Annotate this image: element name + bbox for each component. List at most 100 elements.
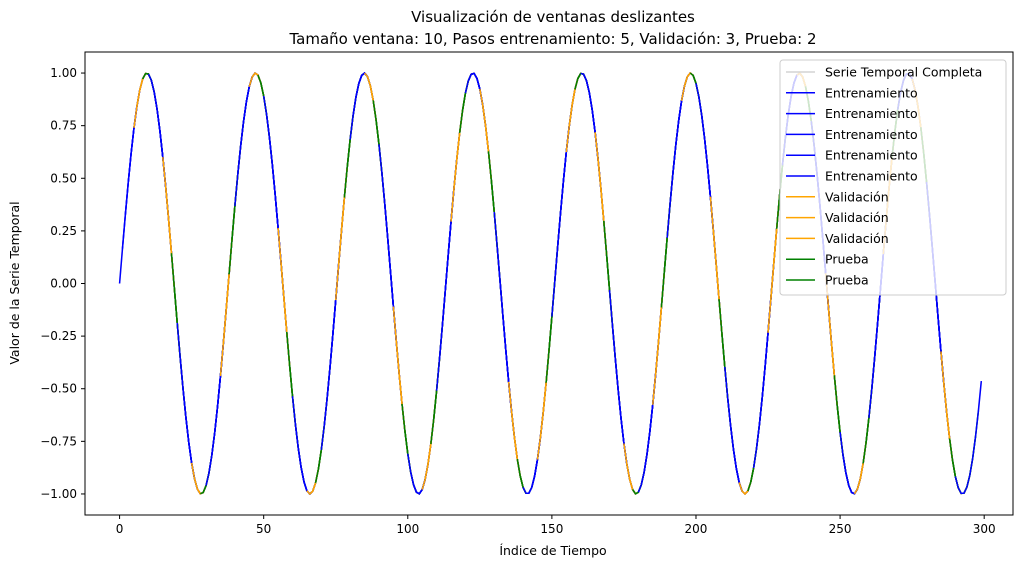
y-axis-ticks: −1.00 −0.75 −0.50 −0.25 0.00 0.25 0.50 0.75 1.00 [40,66,85,501]
window-segment-entrenamiento [416,325,444,495]
legend-label: Entrenamiento [825,127,918,142]
window-segment-prueba [660,76,689,308]
x-tick-label: 300 [973,522,996,536]
window-segment-entrenamiento [176,322,204,495]
window-segment-entrenamiento [182,388,210,495]
x-tick-label: 50 [256,522,271,536]
y-tick-label: 0.00 [50,277,77,291]
window-segment-entrenamiento [611,324,639,495]
window-segment-prueba [718,299,746,495]
window-segment-entrenamiento [551,78,579,317]
window-segment-prueba [145,72,173,254]
window-segment-entrenamiento [637,272,666,493]
window-segment-entrenamiento [205,239,233,486]
window-segment-entrenamiento [444,73,472,291]
window-segment-entrenamiento [409,390,438,495]
window-segment-entrenamiento [554,73,582,282]
window-segment-entrenamiento [617,389,645,495]
window-segment-entrenamiento [695,83,723,334]
window-segment-prueba [461,72,490,152]
x-tick-label: 0 [116,522,124,536]
window-segment-validacin [363,72,392,272]
window-segment-validacin [309,300,337,495]
window-segment-entrenamiento [556,72,584,247]
window-segment-validacin [225,76,253,310]
window-segment-entrenamiento [528,281,556,494]
legend-label: Entrenamiento [825,148,918,163]
window-segment-validacin [830,342,859,495]
window-segment-prueba [689,72,717,265]
y-axis-label: Valor de la Serie Temporal [7,201,22,364]
window-segment-validacin [450,72,478,222]
window-segment-entrenamiento [620,418,648,495]
window-segment-prueba [228,72,256,275]
window-segment-validacin [943,383,971,495]
window-segment-prueba [260,82,288,332]
window-segment-entrenamiento [937,317,965,495]
window-segment-prueba [141,72,170,220]
window-segment-validacin [139,72,167,187]
window-segment-entrenamiento [332,83,360,335]
window-segment-prueba [663,72,691,273]
window-segment-prueba [519,382,547,495]
window-segment-validacin [853,288,882,495]
y-tick-label: −1.00 [40,487,77,501]
window-segment-entrenamiento [580,72,608,256]
window-segment-prueba [200,309,227,495]
window-segment-entrenamiento [735,396,764,496]
window-segment-prueba [605,254,634,490]
window-segment-validacin [334,75,363,301]
window-segment-validacin [254,72,282,263]
legend-label: Serie Temporal Completa [825,65,982,80]
window-segment-entrenamiento [121,72,149,249]
window-segment-prueba [574,72,602,189]
window-segment-validacin [280,262,308,492]
window-segment-validacin [744,298,772,495]
legend-box [779,59,1007,296]
window-segment-prueba [285,331,314,496]
legend-label: Prueba [825,273,869,288]
window-segment-entrenamiento [127,72,155,183]
window-segment-validacin [507,381,536,495]
window-segment-prueba [346,72,374,167]
window-segment-entrenamiento [666,72,694,238]
window-segment-entrenamiento [845,389,873,495]
window-segment-validacin [196,343,225,495]
window-segment-prueba [577,72,605,221]
y-tick-label: −0.50 [40,382,77,396]
window-segment-validacin [686,72,715,230]
window-segment-entrenamiento [418,290,446,495]
window-segment-entrenamiento [672,72,700,174]
y-tick-label: 1.00 [50,66,77,80]
window-segment-entrenamiento [361,72,389,237]
y-tick-label: 0.75 [50,119,77,133]
x-tick-label: 250 [829,522,852,536]
window-segment-validacin [395,340,423,495]
window-segment-prueba [721,333,749,496]
legend-label: Entrenamiento [825,106,918,121]
y-tick-label: −0.25 [40,329,77,343]
window-segment-validacin [824,273,853,493]
window-segment-entrenamiento [447,72,475,256]
window-segment-validacin [392,306,420,495]
legend-label: Prueba [825,252,869,267]
window-segment-entrenamiento [291,396,320,496]
window-segment-entrenamiento [851,323,879,495]
x-tick-label: 200 [685,522,708,536]
x-tick-label: 150 [540,522,563,536]
window-segment-entrenamiento [934,282,962,494]
window-segment-validacin [421,255,449,490]
window-segment-validacin [340,72,369,231]
window-segment-entrenamiento [150,79,178,323]
window-segment-entrenamiento [562,72,591,182]
window-segment-entrenamiento [608,289,637,495]
window-segment-entrenamiento [389,271,418,493]
window-segment-prueba [635,307,663,495]
window-segment-validacin [741,332,769,496]
window-segment-prueba [202,274,230,493]
window-segment-entrenamiento [245,72,274,165]
window-segment-entrenamiento [300,398,328,496]
window-segment-entrenamiento [470,72,498,246]
window-segment-entrenamiento [502,315,529,495]
x-tick-label: 100 [396,522,419,536]
